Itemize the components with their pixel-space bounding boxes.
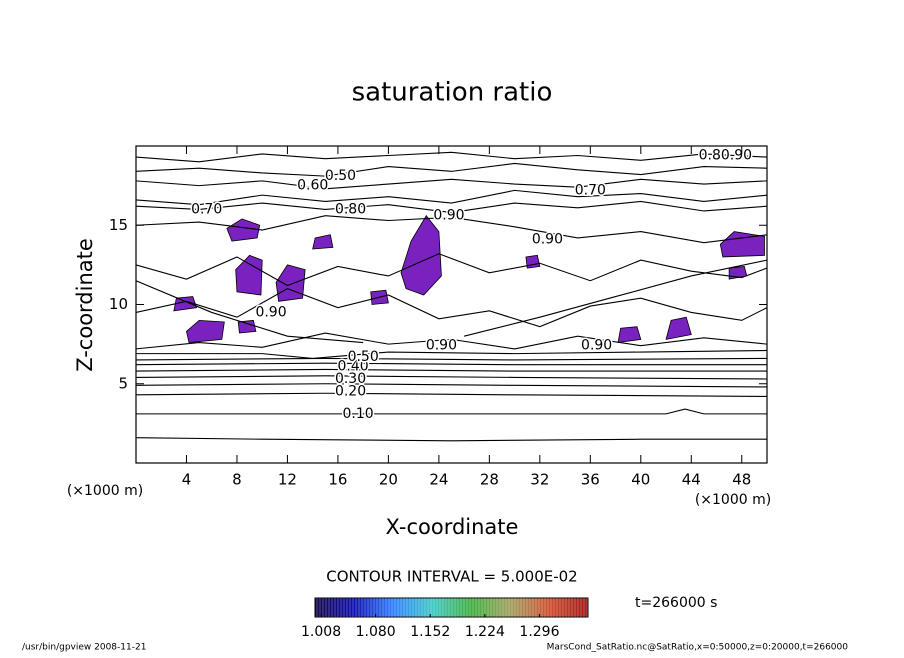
contour-label: 0.90 — [581, 338, 612, 354]
y-tick-label: 5 — [118, 374, 128, 392]
contour-label: 0.50 — [325, 168, 356, 184]
contour-line — [136, 383, 767, 388]
y-axis-label: Z-coordinate — [73, 238, 97, 372]
y-tick-label: 15 — [109, 216, 128, 234]
contour-label: 0.90 — [426, 338, 457, 354]
contour-line — [136, 162, 767, 177]
colorbar-tick-label: 1.008 — [301, 624, 341, 640]
contour-line — [136, 280, 364, 344]
colorbar-tick-label: 1.224 — [465, 624, 505, 640]
contour-label: 0.90 — [255, 304, 286, 320]
x-tick-label: 36 — [581, 471, 600, 489]
contour-line — [136, 349, 767, 359]
contour-line — [136, 408, 767, 415]
x-tick-label: 28 — [480, 471, 499, 489]
supersaturated-region — [525, 254, 541, 269]
x-tick-label: 12 — [278, 471, 297, 489]
chart-title: saturation ratio — [352, 78, 553, 108]
footer-left: /usr/bin/gpview 2008-11-21 — [22, 643, 146, 653]
contour-label: 0.90 — [532, 232, 563, 248]
contour-label: 0.30 — [335, 371, 366, 387]
footer-right: MarsCond_SatRatio.nc@SatRatio,x=0:50000,… — [547, 643, 849, 653]
contour-label: 0.10 — [343, 406, 374, 422]
contour-line — [136, 215, 767, 244]
x-tick-label: 48 — [732, 471, 751, 489]
x-tick-label: 40 — [631, 471, 650, 489]
contour-line — [136, 332, 767, 350]
supersaturated-region — [173, 296, 198, 312]
contour-line — [136, 375, 767, 380]
colorbar-tick-label: 1.080 — [356, 624, 396, 640]
colorbar-tick-label: 1.296 — [519, 624, 559, 640]
contour-label: 0.80.90 — [699, 148, 752, 164]
x-tick-label: 20 — [379, 471, 398, 489]
contour-label: 0.80 — [335, 201, 366, 217]
x-tick-label: 8 — [232, 471, 242, 489]
y-tick-label: 10 — [109, 295, 128, 313]
plot-area: 0.100.200.300.400.500.500.600.70 0.80 0.90… — [136, 146, 767, 442]
x-tick-label: 24 — [429, 471, 448, 489]
supersaturated-region — [665, 316, 692, 340]
x-tick-label: 32 — [530, 471, 549, 489]
contour-interval: CONTOUR INTERVAL = 5.000E-02 — [326, 568, 577, 586]
x-tick-label: 44 — [682, 471, 701, 489]
contour-label: 0.70 — [191, 201, 222, 217]
contour-line — [136, 151, 767, 163]
supersaturated-region — [719, 231, 765, 258]
x-unit: (×1000 m) — [695, 492, 771, 508]
y-unit: (×1000 m) — [67, 483, 143, 499]
supersaturated-region — [617, 326, 642, 344]
supersaturated-region — [235, 254, 263, 296]
time-label: t=266000 s — [635, 595, 717, 611]
contour-line — [136, 200, 767, 214]
contour-line — [136, 288, 767, 328]
contour-line — [136, 437, 767, 442]
contour-line — [136, 253, 767, 287]
x-tick-label: 4 — [182, 471, 192, 489]
x-axis-label: X-coordinate — [386, 515, 519, 539]
contour-line — [136, 362, 767, 366]
contour-line — [463, 259, 767, 337]
contour-label: 0.20 — [335, 384, 366, 400]
colorbar — [314, 597, 589, 618]
supersaturated-region — [226, 218, 261, 242]
contour-line — [136, 357, 767, 361]
contour-line — [136, 392, 767, 397]
contour-label: 0.60 — [297, 178, 328, 194]
colorbar-tick-label: 1.152 — [410, 624, 450, 640]
contour-label: 0.40 — [337, 358, 368, 374]
x-tick-label: 16 — [328, 471, 347, 489]
supersaturated-region — [400, 215, 442, 296]
supersaturated-region — [312, 234, 334, 250]
contour-label: 0.50 — [348, 349, 379, 365]
contour-line — [136, 368, 767, 372]
contour-line — [136, 189, 767, 206]
contour-label: 0.70 — [575, 182, 606, 198]
supersaturated-region — [237, 319, 257, 334]
contour-line — [136, 178, 767, 190]
supersaturated-region — [186, 319, 225, 343]
contour-label: 0.90 — [433, 208, 464, 224]
